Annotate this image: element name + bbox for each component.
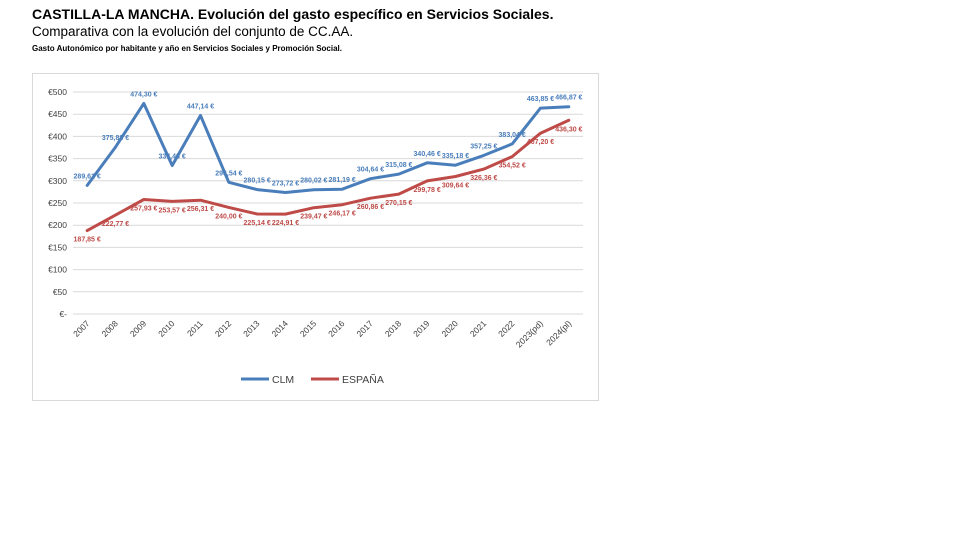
data-label: 315,08 €	[385, 162, 412, 169]
data-label: 281,19 €	[329, 177, 356, 184]
data-label: 280,02 €	[300, 178, 327, 185]
x-tick-label: 2018	[383, 318, 404, 339]
x-tick-label: 2022	[496, 318, 517, 339]
data-label: 222,77 €	[102, 221, 129, 228]
data-label: 253,57 €	[159, 207, 186, 214]
data-label: 224,91 €	[272, 220, 299, 227]
y-tick-label: €150	[48, 242, 67, 252]
data-label: 463,85 €	[527, 96, 554, 103]
x-tick-label: 2014	[269, 318, 290, 339]
y-tick-label: €500	[48, 87, 67, 97]
x-tick-label: 2009	[128, 318, 149, 339]
data-label: 407,20 €	[527, 139, 554, 146]
data-label: 257,93 €	[130, 205, 157, 212]
x-tick-label: 2012	[213, 318, 234, 339]
x-tick-label: 2008	[99, 318, 120, 339]
y-tick-label: €100	[48, 265, 67, 275]
data-label: 326,36 €	[470, 175, 497, 182]
legend-label: CLM	[272, 374, 294, 386]
data-label: 273,72 €	[272, 180, 299, 187]
data-label: 256,31 €	[187, 206, 214, 213]
x-tick-label: 2021	[468, 318, 489, 339]
data-label: 296,54 €	[215, 170, 242, 177]
data-label: 187,85 €	[74, 237, 101, 244]
y-tick-label: €400	[48, 131, 67, 141]
data-label: 299,78 €	[414, 187, 441, 194]
data-label: 436,30 €	[555, 126, 582, 133]
y-tick-label: €350	[48, 154, 67, 164]
data-label: 309,64 €	[442, 183, 469, 190]
series-line-espa-a	[85, 118, 571, 233]
y-tick-label: €450	[48, 109, 67, 119]
y-tick-label: €200	[48, 220, 67, 230]
page-subtitle: Comparativa con la evolución del conjunt…	[32, 24, 354, 39]
data-label: 466,87 €	[555, 95, 582, 102]
data-label: 240,00 €	[215, 213, 242, 220]
x-tick-label: 2017	[354, 318, 375, 339]
data-label: 225,14 €	[244, 220, 271, 227]
data-label: 280,15 €	[244, 178, 271, 185]
x-tick-label: 2020	[439, 318, 460, 339]
data-label: 304,64 €	[357, 167, 384, 174]
x-tick-label: 2013	[241, 318, 262, 339]
x-tick-label: 2011	[185, 318, 205, 338]
data-label: 383,04 €	[499, 132, 526, 139]
legend-label: ESPAÑA	[342, 373, 384, 386]
data-label: 447,14 €	[187, 103, 214, 110]
y-tick-label: €-	[59, 309, 67, 319]
data-label: 474,30 €	[130, 91, 157, 98]
x-tick-label: 2023(pd)	[514, 318, 545, 349]
data-label: 357,25 €	[470, 143, 497, 150]
x-tick-label: 2019	[411, 318, 432, 339]
data-label: 239,47 €	[300, 214, 327, 221]
data-label: 334,48 €	[159, 153, 186, 160]
data-label: 289,61 €	[74, 173, 101, 180]
chart-area: €- €50 €100 €150 €200 €250 €300 €350 €400 €450 €50…	[32, 73, 599, 401]
x-tick-label: 2010	[156, 318, 177, 339]
data-label: 354,52 €	[499, 163, 526, 170]
chart-note: Gasto Autonómico por habitante y año en …	[32, 44, 342, 53]
y-tick-label: €300	[48, 176, 67, 186]
y-tick-label: €250	[48, 198, 67, 208]
series-line-clm	[85, 101, 571, 194]
line-chart: €- €50 €100 €150 €200 €250 €300 €350 €400 €450 €50…	[48, 87, 583, 386]
data-label: 375,88 €	[102, 135, 129, 142]
data-label: 246,17 €	[329, 211, 356, 218]
y-tick-label: €50	[53, 287, 67, 297]
x-tick-label: 2007	[71, 318, 92, 339]
x-tick-label: 2016	[326, 318, 347, 339]
page-title: CASTILLA-LA MANCHA. Evolución del gasto …	[32, 6, 554, 22]
data-label: 270,15 €	[385, 200, 412, 207]
x-tick-label: 2015	[298, 318, 319, 339]
data-label: 260,86 €	[357, 204, 384, 211]
data-label: 335,18 €	[442, 153, 469, 160]
data-label: 340,46 €	[414, 151, 441, 158]
x-tick-label: 2024(pl)	[544, 318, 573, 347]
